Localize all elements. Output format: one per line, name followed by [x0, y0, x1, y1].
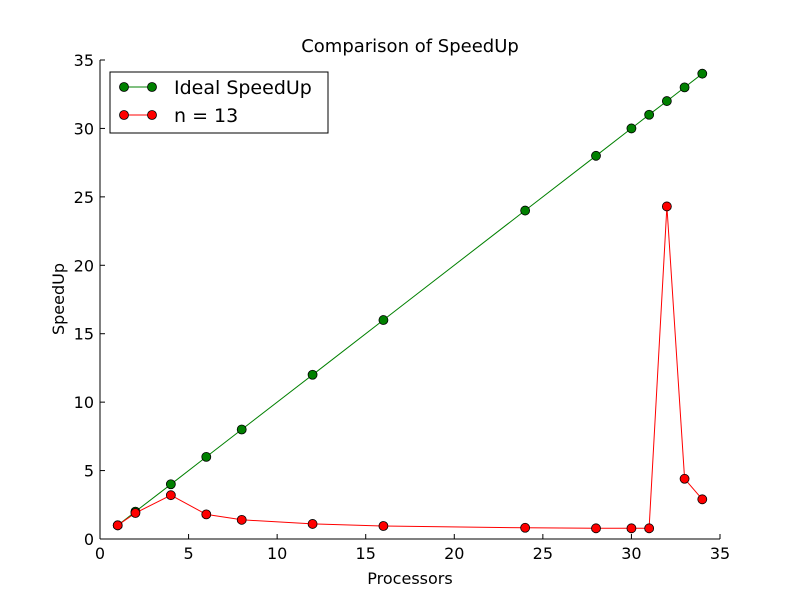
x-axis-ticks: 0 5 10 15 20 25 30 35 [95, 534, 730, 563]
ideal-speedup-data-point [626, 123, 637, 134]
ideal-speedup-data-point [236, 424, 247, 435]
ideal-speedup-data-point [165, 479, 176, 490]
ideal-speedup-data-point [520, 205, 531, 216]
y-tick-label: 30 [74, 119, 94, 138]
ideal-speedup-data-point [697, 68, 708, 79]
n-13-data-point [201, 509, 212, 520]
x-axis-label: Processors [367, 569, 452, 588]
legend-ideal-speedup-label: Ideal SpeedUp [174, 77, 312, 99]
plot-area [99, 60, 720, 540]
x-tick-label: 30 [621, 544, 641, 563]
n-13-data-point [520, 522, 531, 533]
y-tick-label: 5 [84, 462, 94, 481]
x-tick-label: 5 [183, 544, 193, 563]
legend-n-13-marker [119, 110, 129, 120]
y-tick-label: 10 [74, 393, 94, 412]
legend-ideal-speedup-marker [147, 82, 157, 92]
y-axis-ticks: 0 5 10 15 20 25 30 35 [74, 51, 105, 549]
ideal-speedup-data-point [591, 150, 601, 161]
ideal-speedup-data-point [679, 82, 690, 93]
x-tick-label: 20 [444, 544, 464, 563]
x-tick-label: 0 [95, 544, 105, 563]
ideal-speedup-data-point [644, 109, 655, 120]
n-13-data-point [697, 494, 708, 505]
n-13-series-line [117, 206, 703, 529]
chart-title: Comparison of SpeedUp [301, 36, 519, 57]
x-tick-label: 25 [533, 544, 553, 563]
n-13-data-point [591, 523, 601, 534]
n-13-data-point [112, 520, 123, 531]
legend: Ideal SpeedUp n = 13 [109, 71, 329, 134]
y-tick-label: 35 [74, 51, 94, 70]
y-tick-label: 25 [74, 188, 94, 207]
legend-box [109, 71, 329, 134]
n-13-data-point [679, 473, 690, 484]
n-13-data-point [378, 521, 389, 531]
ideal-speedup-data-point [307, 369, 318, 380]
n-13-data-point [130, 508, 141, 518]
ideal-speedup-data-point [201, 451, 212, 462]
y-tick-label: 0 [84, 530, 94, 549]
series-layer [112, 68, 708, 534]
x-tick-label: 35 [710, 544, 730, 563]
n-13-data-point [236, 514, 247, 525]
ideal-speedup-data-point [661, 96, 672, 106]
legend-ideal-speedup-marker [119, 82, 129, 92]
x-tick-label: 15 [356, 544, 376, 563]
y-tick-label: 15 [74, 325, 94, 344]
y-axis-label: SpeedUp [49, 263, 68, 335]
n-13-data-point [644, 523, 655, 534]
y-tick-label: 20 [74, 256, 94, 275]
n-13-data-point [661, 201, 672, 212]
legend-n-13-marker [147, 110, 157, 120]
n-13-data-point [165, 490, 176, 501]
n-13-data-point [307, 519, 318, 529]
ideal-speedup-data-point [378, 315, 389, 325]
legend-n-13-label: n = 13 [174, 105, 238, 127]
x-tick-label: 10 [267, 544, 287, 563]
n-13-data-point [626, 523, 637, 534]
